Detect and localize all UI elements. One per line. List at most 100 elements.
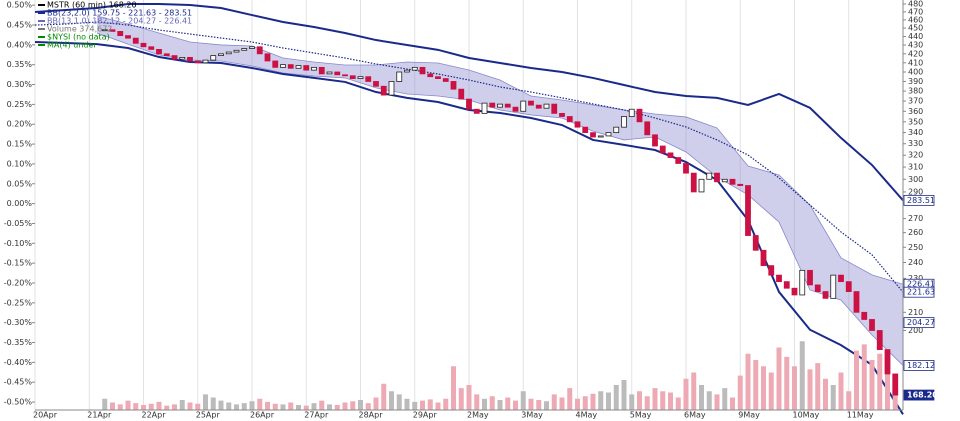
volume-bar: [156, 401, 162, 410]
candle: [311, 66, 317, 71]
candle: [210, 55, 217, 61]
candle: [605, 132, 612, 137]
y-tick-label: 0.20%: [7, 120, 33, 129]
x-tick-label: 11May: [847, 411, 874, 420]
y2-tick-label: 410: [908, 58, 923, 67]
y-tick-label: -0.05%: [4, 219, 33, 228]
candle: [342, 74, 348, 77]
candle: [179, 56, 186, 60]
price-tag: 204.27: [907, 318, 935, 327]
volume-bar: [427, 399, 433, 410]
volume-bar: [823, 378, 828, 410]
x-tick-label: 4May: [576, 411, 598, 420]
candle: [636, 108, 643, 123]
candle: [551, 103, 558, 114]
y2-tick-label: 320: [908, 151, 923, 160]
volume: [102, 341, 898, 410]
candle: [256, 46, 263, 55]
price-tag-box: [903, 194, 935, 206]
x-tick-label: 22Apr: [142, 411, 167, 420]
volume-bar: [141, 405, 146, 410]
candle: [520, 100, 527, 112]
volume-bar: [885, 366, 890, 410]
candle: [884, 349, 891, 375]
candle: [621, 116, 627, 128]
y-tick-label: 0.25%: [7, 100, 33, 109]
volume-bar: [869, 360, 875, 410]
band-middle: [34, 21, 904, 293]
volume-bar: [830, 385, 836, 410]
candle: [853, 291, 860, 313]
candle: [528, 100, 534, 106]
y-tick-label: 0.45%: [7, 21, 33, 30]
volume-bar: [451, 366, 456, 410]
volume-bar: [257, 398, 263, 410]
volume-bar: [358, 400, 363, 410]
candle: [334, 71, 341, 76]
y2-tick-label: 200: [908, 326, 923, 335]
candle: [101, 29, 108, 32]
volume-bar: [699, 385, 704, 410]
price-tag: 221.63: [907, 288, 935, 297]
candle: [489, 102, 496, 108]
volume-bar: [241, 403, 247, 410]
x-tick-label: 6May: [684, 411, 706, 420]
candle: [419, 66, 426, 75]
volume-bar: [288, 402, 294, 410]
candle: [597, 135, 604, 138]
candle: [590, 132, 596, 138]
candle: [752, 235, 759, 251]
volume-bar: [590, 393, 596, 410]
volume-bar: [435, 402, 441, 410]
candle: [799, 269, 806, 296]
candle: [706, 172, 713, 180]
candles: [101, 29, 899, 396]
candle: [559, 112, 565, 117]
volume-bar: [606, 392, 611, 410]
volume-bar: [458, 388, 464, 410]
candle: [466, 98, 472, 110]
candle: [745, 185, 751, 236]
y2-tick-label: 330: [908, 139, 923, 148]
y2-tick-label: 240: [908, 258, 923, 267]
candle: [171, 55, 178, 60]
y2-tick-label: 310: [908, 163, 923, 172]
volume-bar: [474, 394, 480, 410]
legend-label: BB(23,2.0) 159.75 - 221.63 - 283.51: [47, 9, 192, 18]
price-tag-box: [903, 360, 935, 371]
candle: [566, 116, 573, 123]
volume-bar: [761, 366, 766, 410]
x-tick-label: 3May: [521, 411, 543, 420]
volume-bar: [117, 404, 123, 410]
candle: [760, 249, 767, 267]
candle: [791, 287, 798, 296]
y2-tick-label: 290: [908, 187, 923, 196]
candle: [148, 46, 155, 50]
volume-bar: [404, 398, 410, 410]
x-tick-label: 29Apr: [413, 411, 438, 420]
y-tick-label: 0.30%: [7, 80, 33, 89]
candle: [272, 60, 279, 68]
volume-bar: [102, 398, 108, 410]
volume-bar: [195, 403, 201, 410]
y-tick-label: 0.35%: [7, 60, 33, 69]
candle: [652, 134, 658, 147]
candle: [497, 103, 503, 108]
price-tag-box: [903, 286, 935, 298]
volume-bar: [551, 394, 557, 410]
y-tick-label: -0.50%: [4, 398, 33, 407]
volume-bar: [265, 401, 270, 410]
y2-tick-label: 420: [908, 49, 923, 58]
y2-tick-label: 360: [908, 107, 923, 116]
y2-tick-label: 350: [908, 117, 923, 126]
volume-bar: [226, 402, 232, 410]
y2-tick-label: 440: [908, 32, 923, 41]
volume-bar: [730, 397, 735, 410]
y-tick-label: -0.40%: [4, 358, 33, 367]
volume-bar: [660, 391, 666, 410]
volume-bar: [280, 404, 286, 410]
candle: [822, 291, 829, 299]
candle: [574, 121, 581, 128]
